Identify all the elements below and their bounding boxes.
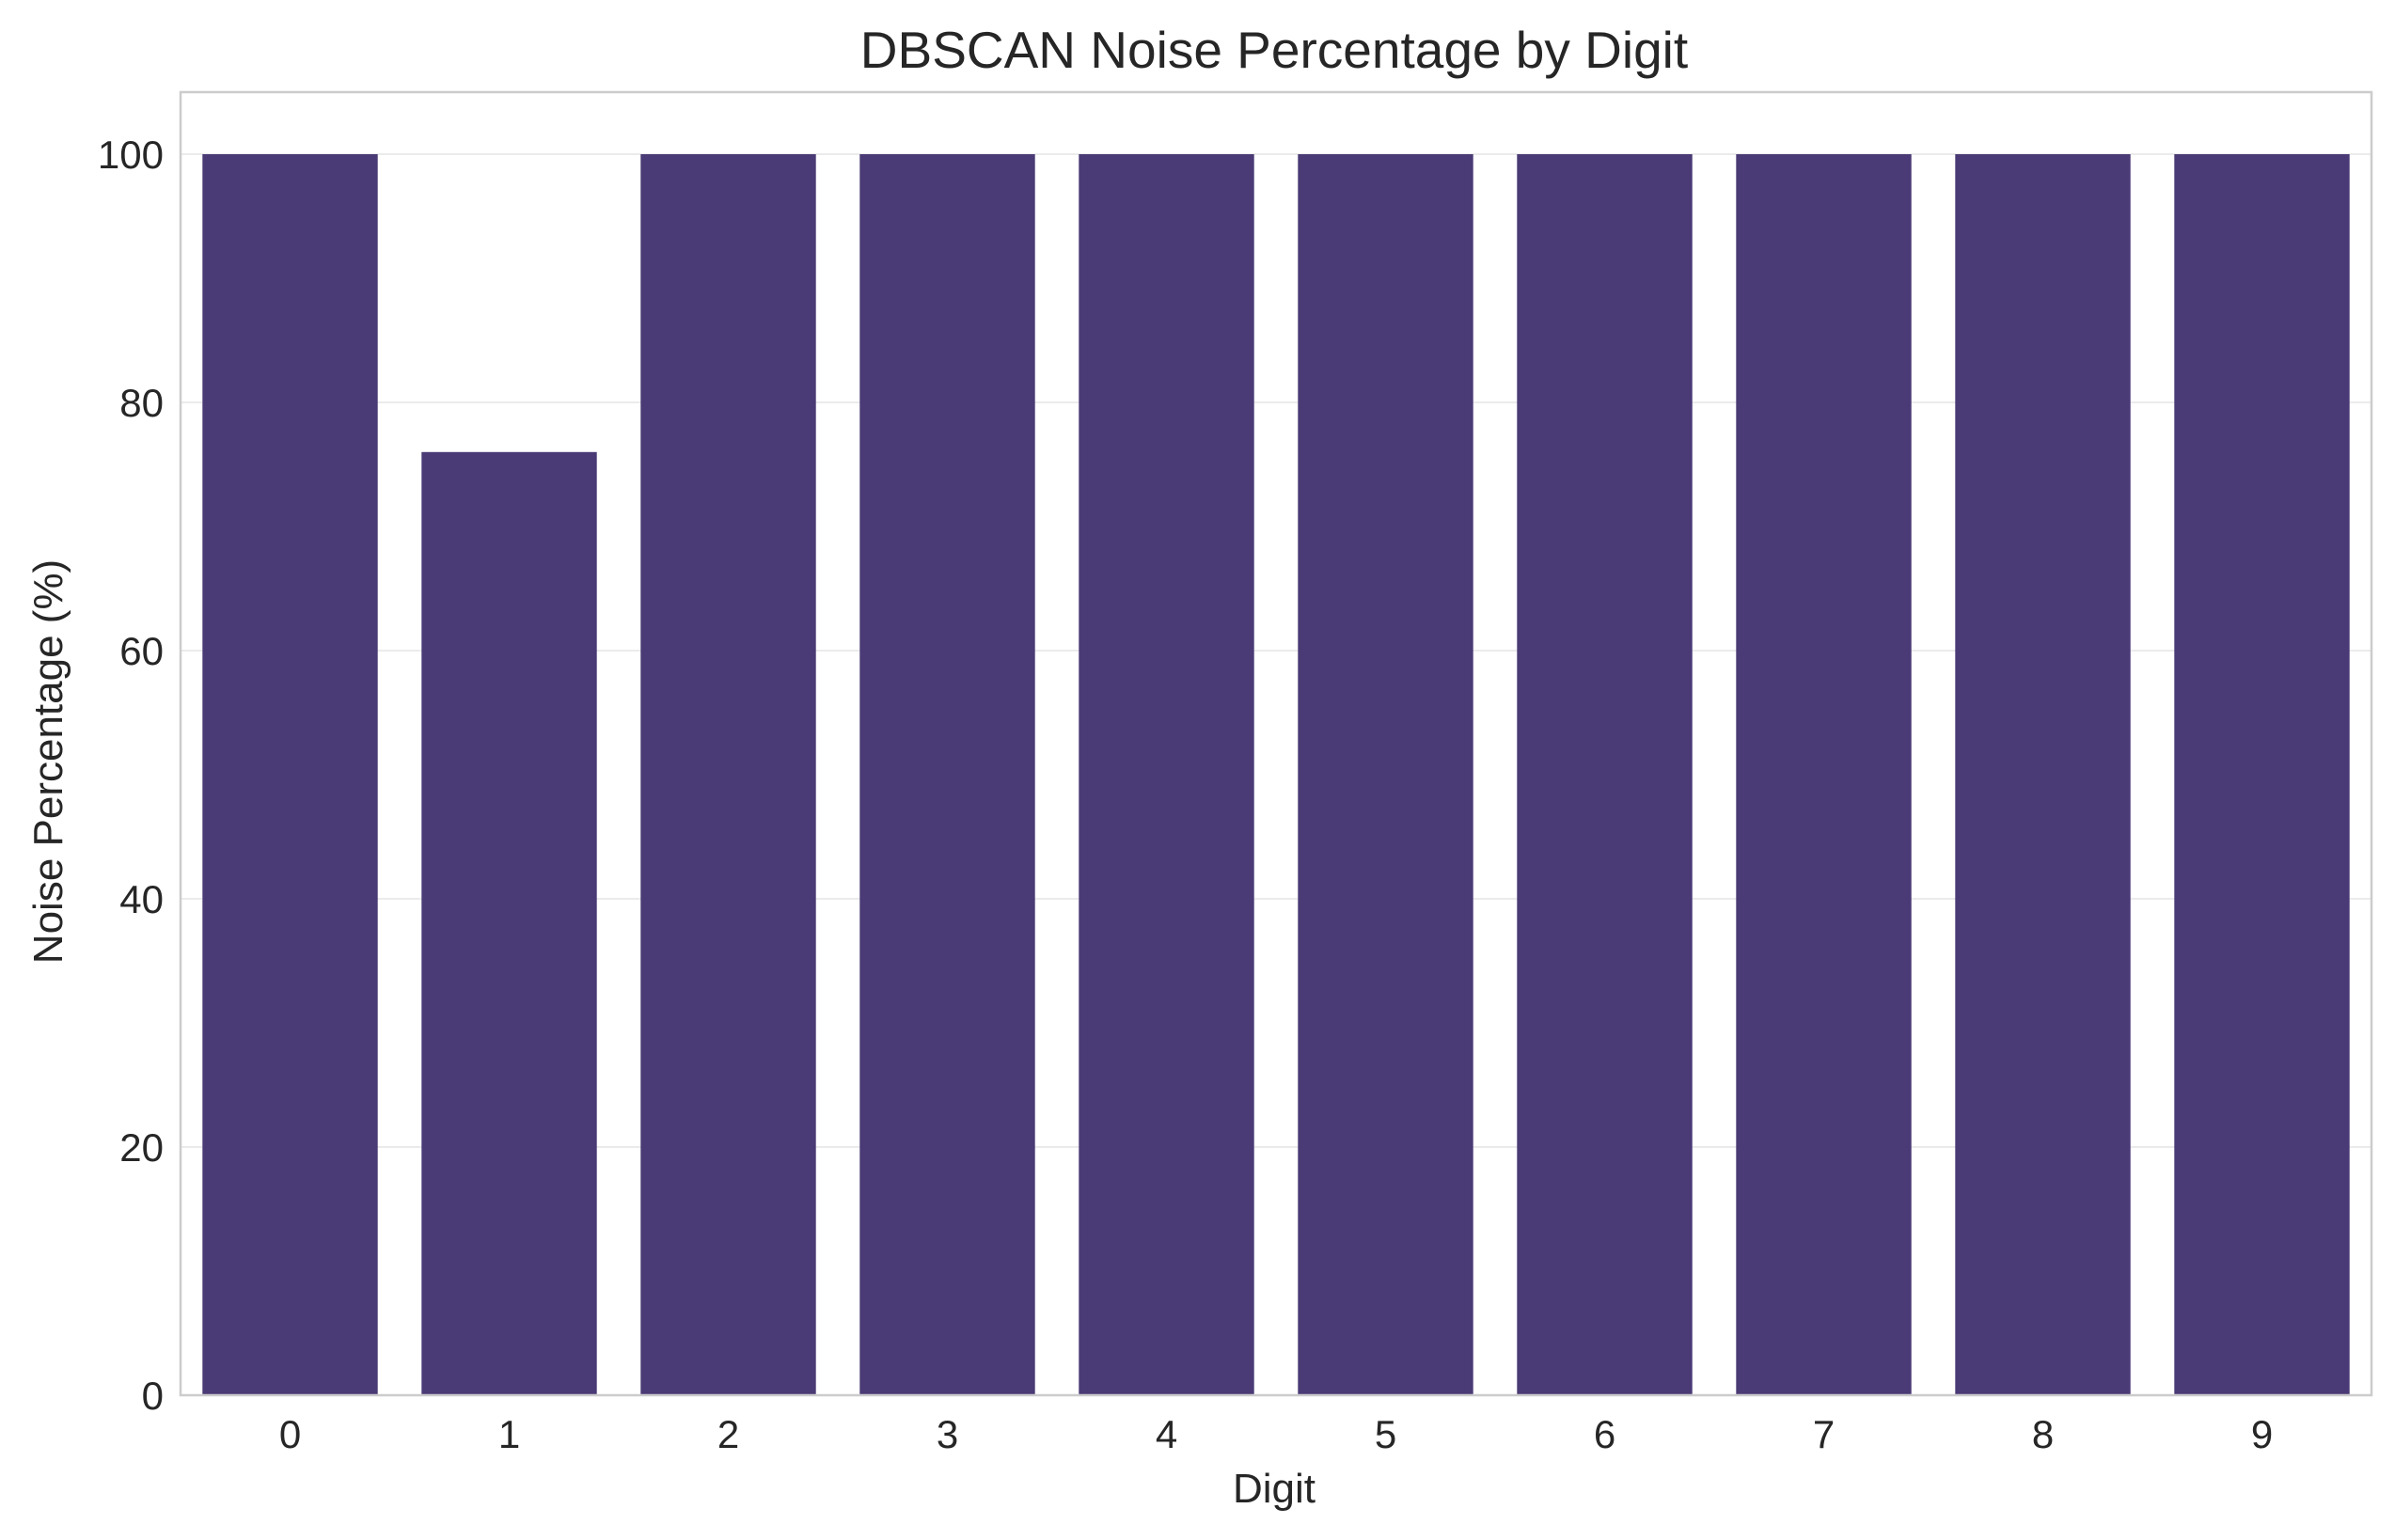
bar-digit-8 <box>1955 154 2131 1395</box>
x-tick-label: 8 <box>2032 1412 2054 1456</box>
x-tick-label: 1 <box>498 1412 520 1456</box>
x-tick-label: 5 <box>1375 1412 1396 1456</box>
x-tick-labels: 0 1 2 3 4 5 6 7 8 9 <box>279 1412 2273 1456</box>
x-tick-label: 3 <box>937 1412 958 1456</box>
y-tick-label: 20 <box>119 1125 164 1170</box>
x-tick-label: 2 <box>717 1412 739 1456</box>
x-tick-label: 7 <box>1813 1412 1835 1456</box>
bar-digit-2 <box>640 154 816 1395</box>
x-tick-label: 6 <box>1594 1412 1615 1456</box>
y-tick-label: 0 <box>142 1374 164 1418</box>
bar-digit-0 <box>202 154 378 1395</box>
bar-digit-7 <box>1736 154 1912 1395</box>
y-tick-label: 100 <box>98 133 164 177</box>
plot-frame <box>179 90 2373 1397</box>
bars <box>202 154 2350 1395</box>
bar-digit-6 <box>1517 154 1693 1395</box>
x-axis-label: Digit <box>1233 1466 1316 1512</box>
y-axis-label: Noise Percentage (%) <box>25 559 71 964</box>
bar-digit-5 <box>1298 154 1473 1395</box>
x-tick-label: 4 <box>1156 1412 1177 1456</box>
x-tick-label: 9 <box>2251 1412 2273 1456</box>
y-tick-label: 80 <box>119 381 164 425</box>
y-tick-label: 60 <box>119 629 164 673</box>
axes-frame <box>179 90 2373 1397</box>
bar-digit-4 <box>1079 154 1254 1395</box>
y-tick-label: 40 <box>119 877 164 921</box>
bar-digit-9 <box>2174 154 2350 1395</box>
x-tick-label: 0 <box>279 1412 301 1456</box>
bar-digit-1 <box>421 451 597 1395</box>
chart-title: DBSCAN Noise Percentage by Digit <box>860 21 1688 79</box>
bar-digit-3 <box>859 154 1035 1395</box>
y-tick-labels: 0 20 40 60 80 100 <box>98 133 164 1418</box>
